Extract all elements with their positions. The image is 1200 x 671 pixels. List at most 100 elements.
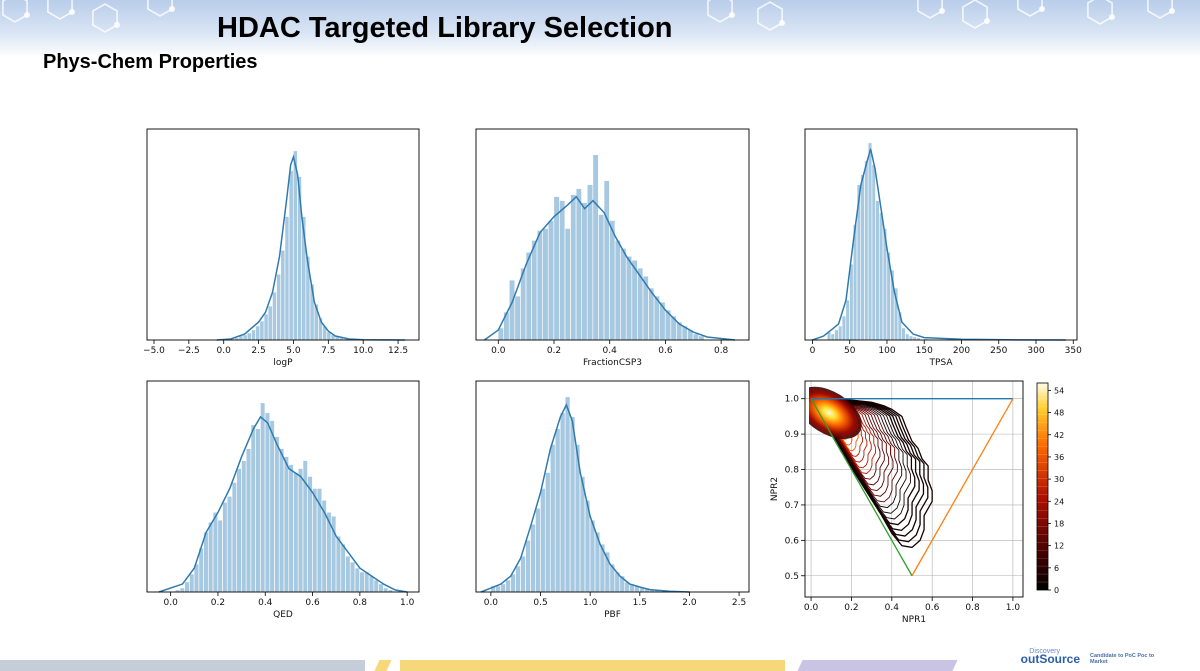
histogram-bar xyxy=(198,548,204,593)
plot-frame xyxy=(146,380,420,593)
histogram-bar xyxy=(189,573,195,593)
histogram-bar xyxy=(845,300,850,341)
x-tick-label: 0.2 xyxy=(547,346,561,356)
colorbar-tick-label: 12 xyxy=(1054,542,1064,551)
histogram-bar xyxy=(545,472,551,593)
histogram-panel-5: 0.0 0.5 1.0 1.5 2.0 2.5 PBF xyxy=(475,380,750,620)
histogram-bar xyxy=(560,412,566,593)
density-peak xyxy=(809,386,862,439)
histogram-bar xyxy=(542,228,549,341)
histogram-bar xyxy=(208,522,213,593)
histogram-bar xyxy=(570,194,577,341)
x-tick-label: 250 xyxy=(990,346,1007,356)
contour-line xyxy=(815,397,903,509)
histogram-bar xyxy=(284,216,290,341)
header-hexagon-decoration xyxy=(147,0,173,17)
header-hexagon-decoration xyxy=(917,0,943,19)
histogram-bar xyxy=(222,502,228,593)
x-tick-label: 0.6 xyxy=(658,346,673,356)
x-tick-label: 0.4 xyxy=(885,603,900,613)
x-axis-label: QED xyxy=(273,610,293,620)
x-tick-label: 10.0 xyxy=(353,346,373,356)
x-axis-label: logP xyxy=(273,358,293,368)
header-hexagon-decoration xyxy=(707,0,733,23)
x-tick-label: 0.2 xyxy=(844,603,858,613)
colorbar-tick-label: 54 xyxy=(1054,386,1064,395)
histogram-bar xyxy=(268,306,273,341)
triangle-right-edge xyxy=(911,398,1014,577)
x-tick-label: 0.0 xyxy=(217,346,232,356)
histogram-bar xyxy=(298,468,303,593)
histogram-bar xyxy=(359,571,365,593)
histogram-panel-1: −5.0 −2.5 0.0 2.5 5.0 7.5 10.0 12.5 logP xyxy=(143,128,420,368)
x-tick-label: −5.0 xyxy=(143,346,165,356)
histogram-bar xyxy=(550,444,556,593)
histogram-bar xyxy=(280,250,285,341)
colorbar: 0 6 12 18 24 30 36 42 48 54 xyxy=(1036,382,1064,595)
header-node-decoration xyxy=(1169,8,1175,14)
histogram-bar xyxy=(535,508,541,593)
histogram-bar xyxy=(293,150,298,341)
header-node-decoration xyxy=(984,18,990,24)
histogram-bar xyxy=(345,556,351,593)
footer-band-yellow-b xyxy=(400,660,785,671)
plot-frame xyxy=(475,380,750,593)
plot-frame xyxy=(475,128,750,341)
header-hexagon-decoration xyxy=(1017,0,1043,17)
histogram-bar xyxy=(238,335,243,341)
plot-frame xyxy=(146,128,420,341)
histogram-bar xyxy=(340,544,346,593)
histogram-bar xyxy=(875,200,880,341)
histogram-bar xyxy=(500,583,506,593)
x-tick-label: 200 xyxy=(953,346,970,356)
histogram-bar xyxy=(834,329,839,341)
x-tick-label: 0.0 xyxy=(804,603,819,613)
slide-subtitle: Phys-Chem Properties xyxy=(43,51,258,73)
histogram-bar xyxy=(336,536,341,593)
histogram-bar xyxy=(179,587,185,593)
x-tick-label: 0.4 xyxy=(603,346,618,356)
x-tick-label: 0.6 xyxy=(305,598,320,608)
logo-top-text: Discovery xyxy=(1029,648,1060,655)
header-hexagon-decoration xyxy=(757,1,783,31)
slide-title: HDAC Targeted Library Selection xyxy=(217,12,673,44)
y-tick-label: 1.0 xyxy=(785,395,800,405)
histogram-bar xyxy=(592,154,599,341)
header-node-decoration xyxy=(779,20,785,26)
histogram-bar xyxy=(264,313,269,341)
header-hexagon-decoration xyxy=(2,0,28,23)
histogram-bar xyxy=(609,220,616,341)
header-node-decoration xyxy=(1109,14,1115,20)
histogram-bar xyxy=(565,396,571,593)
histogram-bar xyxy=(648,288,655,341)
histogram-bar xyxy=(246,448,251,593)
histogram-bar xyxy=(289,170,294,341)
histogram-bar xyxy=(514,296,521,341)
x-tick-label: 0.0 xyxy=(484,598,499,608)
histogram-bar xyxy=(515,565,521,593)
histogram-bar xyxy=(581,202,588,341)
histogram-bar xyxy=(905,333,910,341)
histogram-bar xyxy=(901,327,906,341)
contour-group xyxy=(809,386,933,549)
x-tick-label: 1.5 xyxy=(633,598,647,608)
histogram-panel-3: 0 50 100 150 200 250 300 350 TPSA xyxy=(804,128,1082,368)
histogram-bar xyxy=(243,334,248,341)
histogram-bar xyxy=(868,142,872,341)
histogram-bar xyxy=(548,220,554,341)
histogram-bar xyxy=(217,520,223,593)
x-tick-label: 12.5 xyxy=(388,346,408,356)
header-node-decoration xyxy=(939,8,945,14)
triangle-left-edge xyxy=(810,398,913,577)
header-node-decoration xyxy=(114,22,120,28)
histogram-bar xyxy=(373,579,379,593)
histogram-bar xyxy=(620,248,627,341)
x-tick-label: 0.4 xyxy=(258,598,273,608)
colorbar-tick-label: 36 xyxy=(1054,453,1064,462)
histogram-bar xyxy=(830,333,835,341)
histogram-bar xyxy=(247,332,252,341)
histogram-bar xyxy=(871,164,876,341)
x-tick-label: 0.8 xyxy=(714,346,729,356)
histogram-bar xyxy=(531,240,538,341)
